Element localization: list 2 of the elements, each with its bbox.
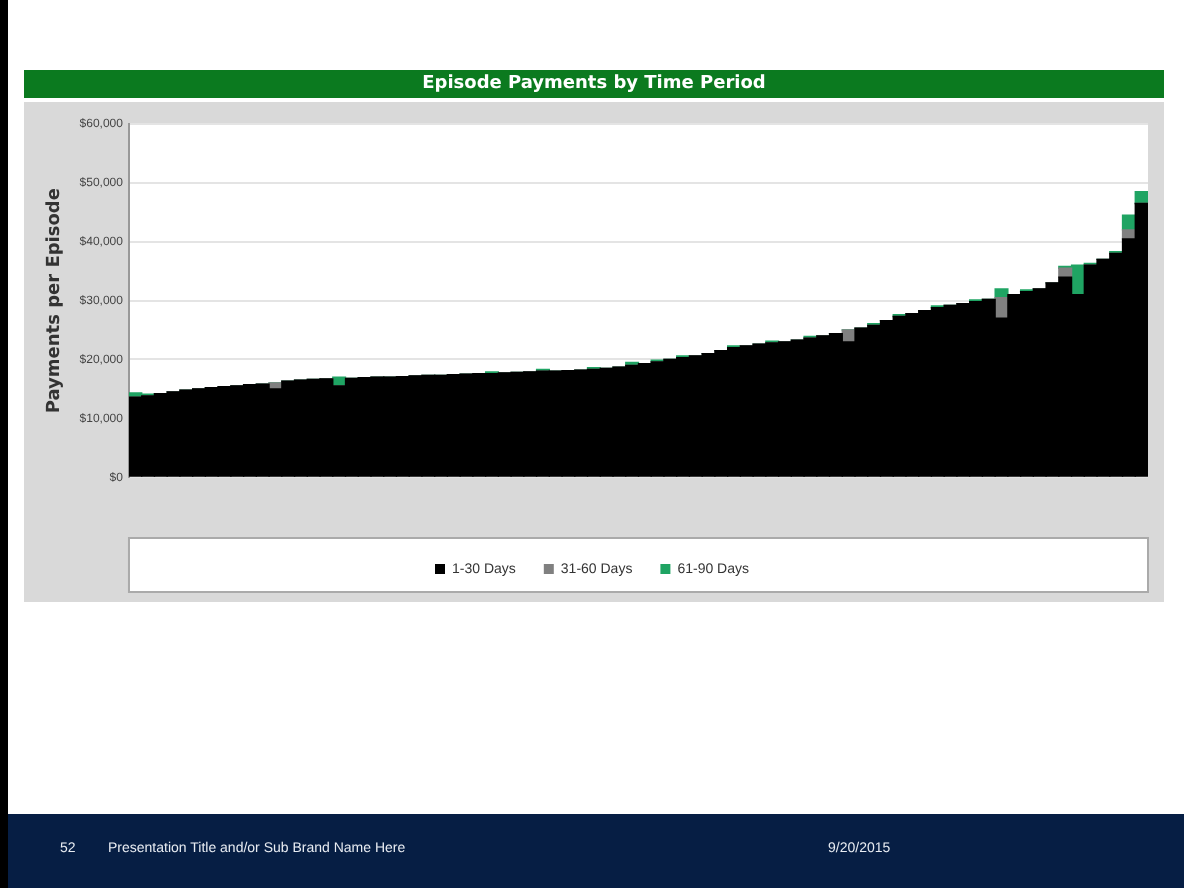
chart-title: Episode Payments by Time Period: [24, 70, 1164, 98]
y-axis-title: Payments per Episode: [45, 188, 66, 414]
